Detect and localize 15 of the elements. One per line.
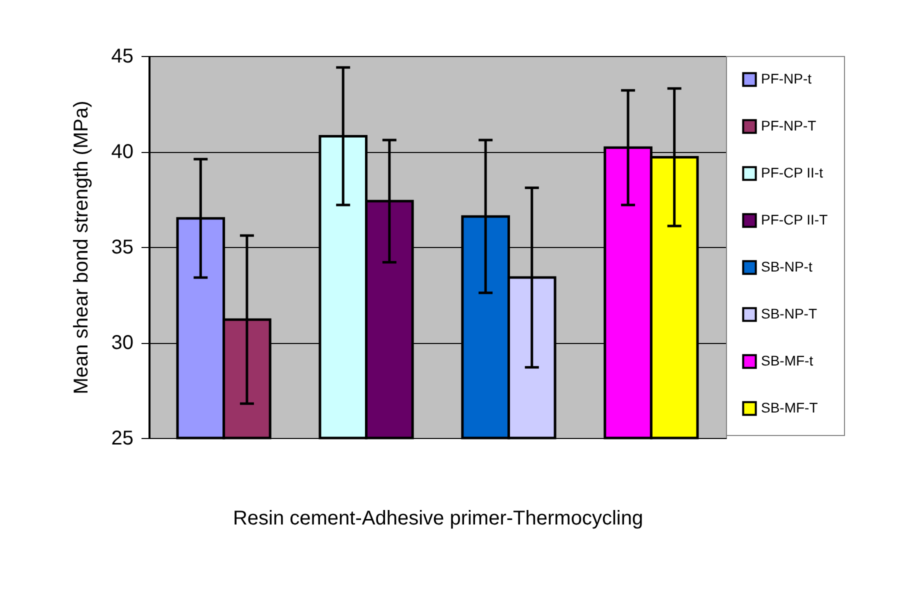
x-axis-title: Resin cement-Adhesive primer-Thermocycling bbox=[232, 508, 644, 530]
y-tick-label: 45 bbox=[111, 46, 134, 68]
legend-label: PF-NP-t bbox=[761, 70, 812, 86]
y-tick-label: 30 bbox=[111, 332, 134, 354]
y-axis-title: Mean shear bond strength (MPa) bbox=[70, 100, 92, 394]
y-tick-label: 35 bbox=[111, 236, 134, 258]
legend-label: PF-CP II-T bbox=[761, 212, 828, 228]
legend-label: SB-NP-T bbox=[761, 306, 818, 322]
y-tick-label: 40 bbox=[111, 141, 134, 163]
y-tick-label: 25 bbox=[111, 428, 134, 450]
legend-label: PF-NP-T bbox=[761, 118, 817, 134]
legend-label: SB-MF-T bbox=[761, 400, 818, 416]
legend-label: PF-CP II-t bbox=[761, 164, 824, 180]
legend-label: SB-MF-t bbox=[761, 352, 814, 368]
legend-label: SB-NP-t bbox=[761, 258, 812, 274]
